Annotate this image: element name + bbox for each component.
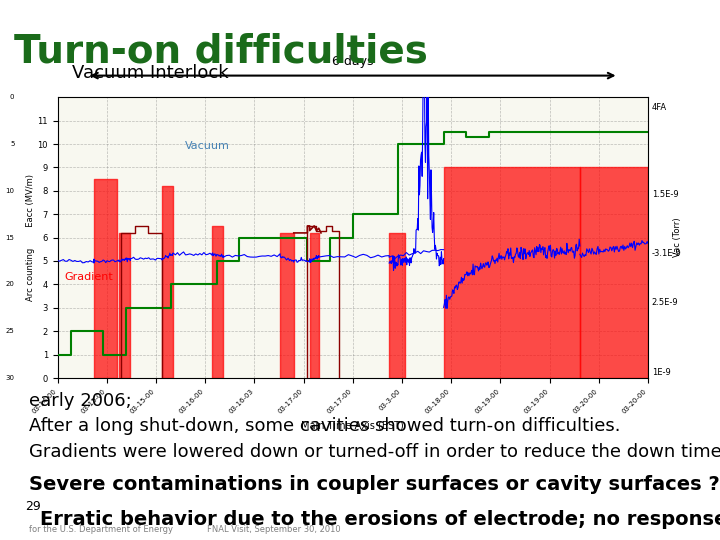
Text: 5: 5	[10, 141, 14, 147]
Text: Gradients were lowered down or turned-off in order to reduce the down time.: Gradients were lowered down or turned-of…	[29, 443, 720, 461]
Text: 30: 30	[6, 375, 14, 381]
Text: 25: 25	[6, 328, 14, 334]
Text: Severe contaminations in coupler surfaces or cavity surfaces ?????: Severe contaminations in coupler surface…	[29, 475, 720, 494]
Text: for the U.S. Department of Energy: for the U.S. Department of Energy	[29, 525, 173, 534]
Text: 0: 0	[10, 94, 14, 100]
Text: 1.5E-9: 1.5E-9	[652, 190, 678, 199]
Text: Vacuum Interlock: Vacuum Interlock	[72, 64, 229, 82]
Text: Erratic behavior due to the erosions of electrode; no responses or too much: Erratic behavior due to the erosions of …	[40, 510, 720, 529]
Text: 1E-9: 1E-9	[652, 368, 670, 377]
Text: Vacuum: Vacuum	[185, 141, 230, 151]
Text: 15: 15	[6, 234, 14, 241]
Text: After a long shut-down, some cavities showed turn-on difficulties.: After a long shut-down, some cavities sh…	[29, 417, 621, 435]
Text: 4FA: 4FA	[652, 104, 667, 112]
Text: FNAL Visit, September 30, 2010: FNAL Visit, September 30, 2010	[207, 525, 341, 534]
Text: 2.5E-9: 2.5E-9	[652, 298, 678, 307]
Text: -3.1E-9: -3.1E-9	[652, 249, 681, 258]
Text: 20: 20	[6, 281, 14, 287]
Text: early 2006;: early 2006;	[29, 392, 132, 409]
Text: Vac (Torr): Vac (Torr)	[673, 218, 683, 258]
Text: Gradient: Gradient	[64, 272, 113, 282]
Text: 10: 10	[6, 188, 14, 194]
X-axis label: Main Time Axis (EST): Main Time Axis (EST)	[302, 420, 404, 430]
Text: 6 days: 6 days	[332, 55, 374, 68]
Text: Turn-on difficulties: Turn-on difficulties	[14, 32, 428, 70]
Y-axis label: Arc counting        Eacc (MV/m): Arc counting Eacc (MV/m)	[26, 174, 35, 301]
Text: 29: 29	[25, 500, 41, 514]
